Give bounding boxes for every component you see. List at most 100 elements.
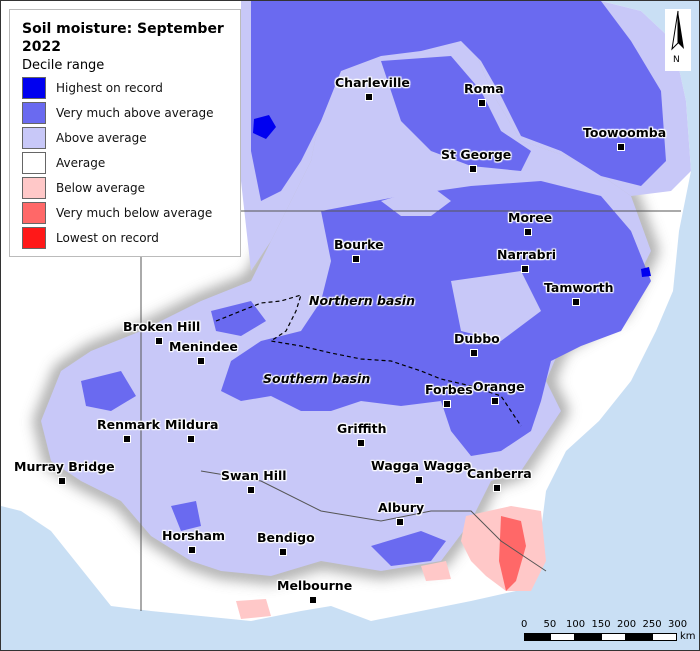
legend-title: Soil moisture: September 2022 [22,21,224,55]
city-dot [470,349,478,357]
city-label: Mildura [165,417,219,432]
city-dot [279,548,287,556]
city-label: St George [441,147,512,162]
scale-segment [600,633,626,641]
city-dot [365,93,373,101]
north-arrow: N [665,9,691,71]
scale-tick-label: 50 [543,619,557,630]
very-much-above-average-vic-2 [171,501,201,531]
city-dot [524,228,532,236]
city-dot [188,546,196,554]
city-label: Toowoomba [583,125,667,140]
city-dot [478,99,486,107]
scale-segment [651,633,677,641]
city-dot [58,477,66,485]
city-label: Charleville [335,75,410,90]
very-much-above-average-qld [251,1,666,201]
scale-tick-label: 250 [642,619,662,630]
scale-segment [549,633,575,641]
scale-tick-label: 0 [521,619,528,630]
legend-subtitle: Decile range [22,58,105,73]
below-average-patch [236,599,271,619]
city-label: Tamworth [544,280,614,295]
legend-item-label: Very much above average [56,105,214,120]
legend-item: Very much above average [22,100,230,125]
scale-segment [524,633,550,641]
north-label: N [673,55,680,65]
city-dot [491,397,499,405]
above-average-patch-2 [451,271,541,341]
legend-swatch [22,201,46,224]
legend-item: Average [22,150,230,175]
city-label: Renmark [97,417,160,432]
legend-swatch [22,151,46,174]
city-dot [309,596,317,604]
basin-label: Southern basin [263,371,371,386]
city-label: Broken Hill [123,319,201,334]
city-dot [197,357,205,365]
city-label: Swan Hill [221,468,287,483]
very-much-above-average-vic [371,531,446,566]
city-dot [396,518,404,526]
legend-item: Very much below average [22,200,230,225]
scale-tick-label: 200 [617,619,637,630]
city-dot [247,486,255,494]
city-label: Bendigo [257,530,315,545]
city-dot [521,265,529,273]
city-dot [357,439,365,447]
legend-item-label: Average [56,155,106,170]
above-average-patch [381,186,451,216]
legend-item-label: Highest on record [56,80,163,95]
very-much-above-average-patch [211,301,266,336]
city-dot [469,165,477,173]
city-label: Melbourne [277,578,353,593]
city-label: Horsham [162,528,226,543]
city-label: Wagga Wagga [371,458,472,473]
legend-item: Highest on record [22,75,230,100]
north-arrow-icon [671,10,684,51]
basin-divide-line [215,294,522,427]
city-label: Orange [473,379,525,394]
legend-item-label: Lowest on record [56,230,159,245]
basin-label: Northern basin [309,293,415,308]
legend-swatch [22,176,46,199]
legend-item-label: Above average [56,130,147,145]
legend-items: Highest on record Very much above average… [22,75,230,250]
below-average-patch-2 [421,561,451,581]
city-label: Murray Bridge [14,459,115,474]
city-label: Canberra [467,466,532,481]
scale-tick-label: 100 [566,619,586,630]
scale-bar: 0 50 100 150 200 250 300 km [521,617,699,649]
city-dot [443,400,451,408]
legend-item: Lowest on record [22,225,230,250]
very-much-above-average-basin [221,181,651,456]
state-border-nsw-vic [200,470,547,572]
very-much-below-average-region [499,516,526,591]
legend-swatch [22,226,46,249]
scale-unit: km [680,631,696,642]
legend-item: Below average [22,175,230,200]
legend-item: Above average [22,125,230,150]
legend-swatch [22,101,46,124]
city-dot [155,337,163,345]
highest-on-record-patch-2 [641,267,651,277]
city-label: Roma [464,81,504,96]
city-label: Bourke [334,237,384,252]
city-dot [572,298,580,306]
map-legend: Soil moisture: September 2022 Decile ran… [9,9,241,257]
city-dot [415,476,423,484]
highest-on-record-patch [253,115,276,139]
scale-segment [626,633,652,641]
city-label: Menindee [169,339,238,354]
city-dot [352,255,360,263]
city-dot [617,143,625,151]
city-dot [187,435,195,443]
legend-item-label: Below average [56,180,146,195]
city-dot [493,484,501,492]
legend-swatch [22,126,46,149]
legend-item-label: Very much below average [56,205,213,220]
very-much-above-average-sa [81,371,136,411]
city-label: Moree [508,210,553,225]
